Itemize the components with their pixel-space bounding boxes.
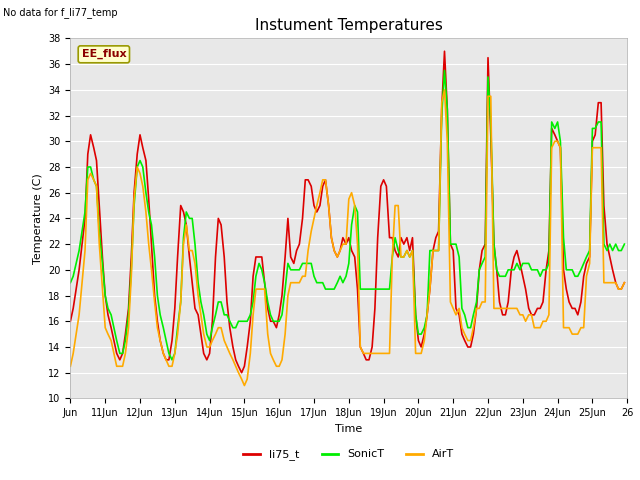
Text: EE_flux: EE_flux: [81, 49, 126, 60]
Title: Instument Temperatures: Instument Temperatures: [255, 18, 443, 33]
X-axis label: Time: Time: [335, 424, 362, 433]
Text: No data for f_li77_temp: No data for f_li77_temp: [3, 7, 118, 18]
Legend: li75_t, SonicT, AirT: li75_t, SonicT, AirT: [239, 445, 458, 465]
Y-axis label: Temperature (C): Temperature (C): [33, 173, 43, 264]
